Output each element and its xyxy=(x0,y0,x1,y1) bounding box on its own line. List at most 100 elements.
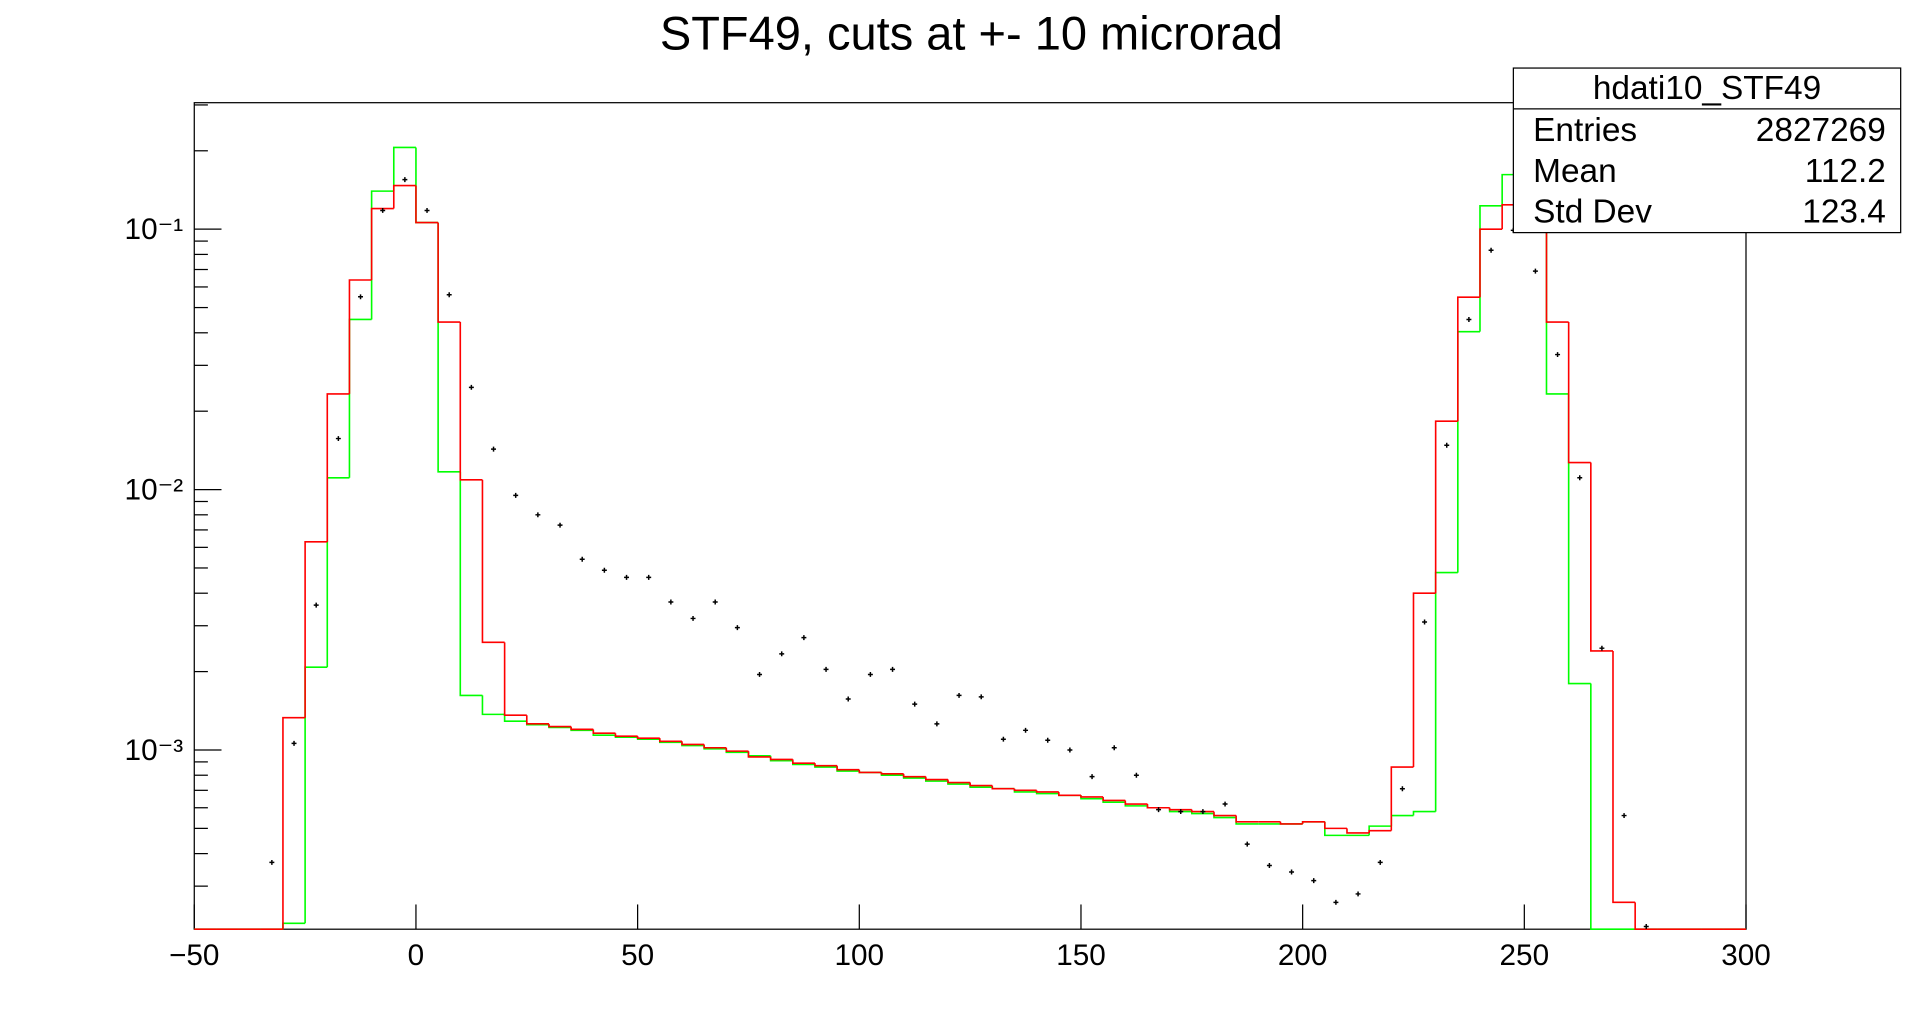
data-point xyxy=(1089,774,1095,780)
data-point xyxy=(1577,475,1583,481)
data-point xyxy=(934,721,940,727)
stats-value: 2827269 xyxy=(1756,112,1886,149)
histogram-bin xyxy=(437,222,461,323)
data-point xyxy=(1621,813,1627,819)
data-point xyxy=(1222,801,1228,807)
data-point xyxy=(1422,619,1428,625)
stats-label: Mean xyxy=(1533,153,1617,190)
histogram-bin xyxy=(924,776,948,781)
data-point xyxy=(1355,891,1361,897)
histogram-bin xyxy=(1035,790,1059,793)
histogram-bin xyxy=(1545,229,1569,323)
histogram-bin xyxy=(969,782,993,787)
stats-value: 112.2 xyxy=(1805,153,1886,190)
histogram-bin xyxy=(1058,791,1081,797)
data-point xyxy=(1045,737,1051,743)
histogram-bin xyxy=(614,733,638,737)
histogram-bin xyxy=(481,695,505,716)
data-point xyxy=(579,556,585,562)
histogram-bin xyxy=(525,715,549,725)
data-point xyxy=(1377,859,1383,865)
histogram-bin xyxy=(1191,809,1214,813)
histogram-bin xyxy=(481,479,505,644)
data-point xyxy=(823,666,829,672)
histogram-bin xyxy=(1346,828,1370,834)
histogram-bin xyxy=(1102,796,1126,802)
data-point xyxy=(335,436,341,442)
histogram-bin xyxy=(1590,462,1613,652)
data-point xyxy=(1289,869,1295,875)
data-point xyxy=(468,384,474,390)
x-tick-label: 250 xyxy=(1500,939,1550,972)
data-point xyxy=(513,492,519,498)
histogram-bin xyxy=(282,716,306,930)
histogram-bin xyxy=(370,207,394,281)
data-point xyxy=(491,446,497,452)
data-point xyxy=(867,671,873,677)
histogram-bin xyxy=(836,765,860,771)
histogram-bin xyxy=(503,642,527,717)
stats-title: hdati10_STF49 xyxy=(1593,70,1821,107)
data-point xyxy=(1643,924,1649,929)
x-tick-label: 150 xyxy=(1056,939,1106,972)
data-point xyxy=(358,294,364,300)
data-point xyxy=(424,207,430,213)
histogram-bin xyxy=(947,779,971,784)
histogram-bin xyxy=(1080,795,1104,798)
plot-frame xyxy=(193,102,1747,930)
histogram-bin xyxy=(1124,800,1148,805)
data-point xyxy=(1532,268,1538,274)
histogram-bin xyxy=(415,185,439,224)
histogram-bin xyxy=(880,772,904,775)
x-tick-label: 300 xyxy=(1721,939,1771,972)
data-point xyxy=(978,694,984,700)
data-point xyxy=(1399,786,1405,792)
histogram-bin xyxy=(548,723,572,728)
histogram-bin xyxy=(636,736,660,739)
histogram-bin xyxy=(769,756,793,761)
data-point xyxy=(734,625,740,631)
histogram-bin xyxy=(326,393,350,542)
data-point xyxy=(1599,645,1605,651)
data-point xyxy=(291,740,297,746)
data-point xyxy=(1200,809,1206,815)
data-point xyxy=(712,599,718,605)
histogram-bin xyxy=(902,773,926,778)
stats-box xyxy=(1512,67,1902,234)
y-tick-label: 10⁻² xyxy=(125,473,184,506)
stats-label: Entries xyxy=(1533,112,1637,149)
histogram-bin xyxy=(991,785,1015,790)
histogram-bin xyxy=(658,738,682,743)
histogram-bin xyxy=(1567,393,1591,685)
data-point xyxy=(1266,863,1272,868)
data-point xyxy=(269,859,275,865)
histogram-bin xyxy=(1434,420,1458,594)
data-point xyxy=(1178,809,1184,815)
histogram-bin xyxy=(392,184,416,209)
histogram-bin xyxy=(1213,811,1237,817)
data-point xyxy=(402,177,408,183)
histogram-bin xyxy=(304,541,328,718)
data-point xyxy=(1555,352,1561,358)
histogram-bin xyxy=(1412,810,1436,816)
data-point xyxy=(1133,772,1139,778)
data-point xyxy=(1311,878,1317,884)
data-point xyxy=(1333,899,1339,905)
data-point xyxy=(646,574,652,580)
data-point xyxy=(668,599,674,605)
chart-title: STF49, cuts at +- 10 microrad xyxy=(660,6,1283,59)
stats-label: Std Dev xyxy=(1533,194,1652,231)
histogram-bin xyxy=(814,763,838,767)
histogram-bin xyxy=(570,726,594,731)
data-point xyxy=(690,615,696,621)
histogram-bin xyxy=(1146,804,1170,809)
data-point xyxy=(313,602,319,608)
x-tick-label: 200 xyxy=(1278,939,1328,972)
data-point xyxy=(1466,317,1472,322)
histogram-bin xyxy=(392,146,416,192)
y-tick-label: 10⁻¹ xyxy=(125,213,184,246)
histogram-bin xyxy=(459,471,483,697)
histogram-bin xyxy=(459,322,483,481)
data-point xyxy=(557,522,563,528)
